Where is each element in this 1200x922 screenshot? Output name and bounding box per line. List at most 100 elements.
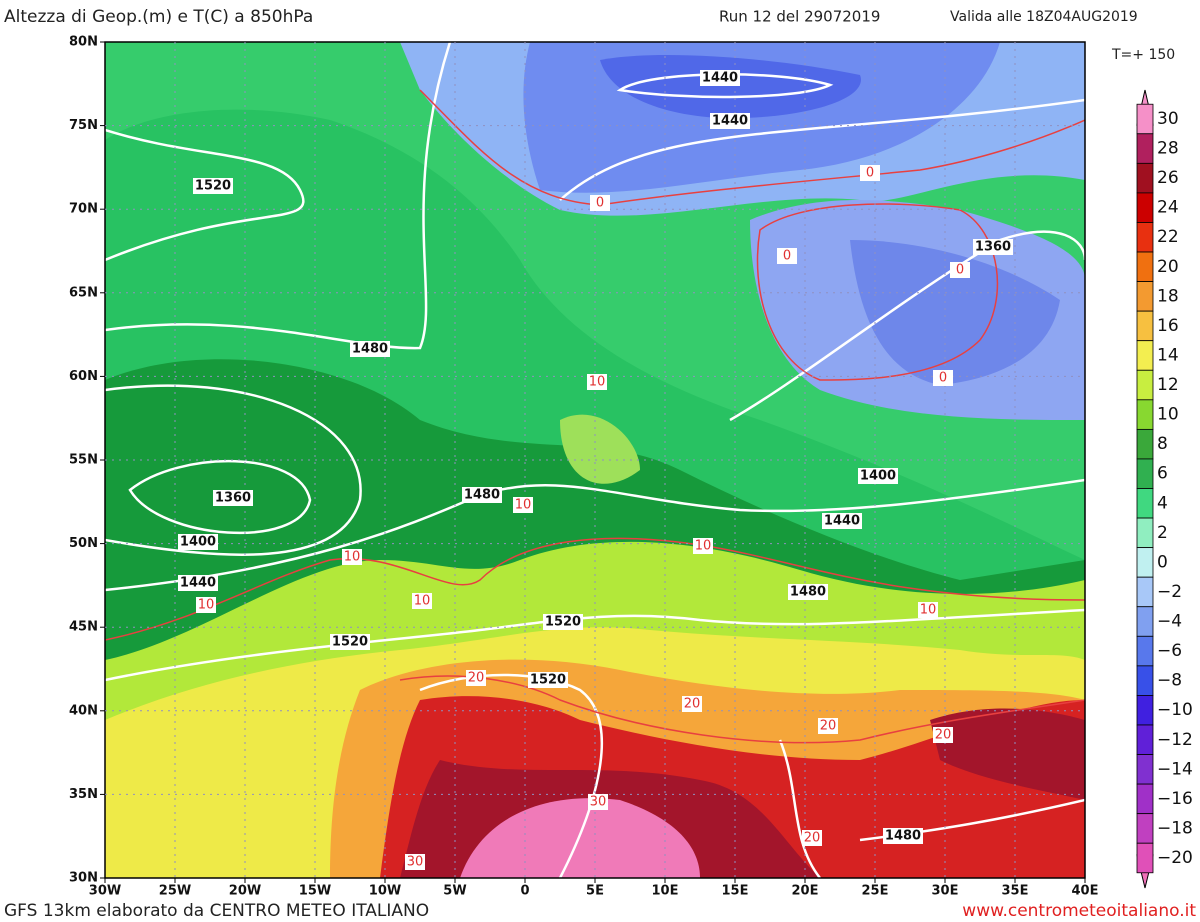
colorbar-label: −16 — [1157, 789, 1193, 809]
colorbar-label: 24 — [1157, 198, 1179, 218]
colorbar-label: −12 — [1157, 730, 1193, 750]
title: Altezza di Geop.(m) e T(C) a 850hPa — [4, 7, 313, 27]
colorbar-label: 8 — [1157, 434, 1168, 454]
colorbar-box — [1136, 162, 1154, 194]
temperature-label: 20 — [468, 671, 485, 686]
lat-label: 75N — [69, 118, 98, 133]
temperature-label-bg — [933, 370, 953, 386]
temperature-label-bg — [412, 593, 432, 609]
temperature-label: 20 — [935, 728, 952, 743]
temperature-label-bg — [587, 374, 607, 390]
colorbar-label: 12 — [1157, 375, 1179, 395]
colorbar-box — [1136, 399, 1154, 430]
temperature-label: 20 — [820, 719, 837, 734]
lon-label: 15W — [299, 884, 331, 899]
temperature-label-bg — [588, 794, 608, 810]
colorbar-label: 6 — [1157, 464, 1168, 484]
height-label: 1440 — [180, 576, 216, 591]
colorbar: 302826242220181614121086420−2−4−6−8−10−1… — [1136, 103, 1193, 874]
height-label: 1520 — [545, 615, 581, 630]
colorbar-label: 14 — [1157, 345, 1179, 365]
lon-label: 5W — [443, 884, 466, 899]
height-label-bg — [213, 490, 253, 506]
temperature-label: 20 — [684, 697, 701, 712]
step: T=+ 150 — [1111, 47, 1175, 63]
footer-right: www.centrometeoitaliano.it — [962, 901, 1196, 921]
height-label-bg — [973, 239, 1013, 255]
height-label-bg — [788, 584, 828, 600]
temperature-label-bg — [196, 597, 216, 613]
temperature-label: 10 — [515, 498, 532, 513]
height-label: 1440 — [824, 514, 860, 529]
temperature-label-bg — [342, 549, 362, 565]
temperature-label: 0 — [956, 263, 964, 278]
lat-label: 40N — [69, 703, 98, 718]
temperature-label-bg — [682, 696, 702, 712]
temperature-contours — [105, 89, 1085, 744]
colorbar-box — [1136, 488, 1154, 519]
colorbar-label: 26 — [1157, 168, 1179, 188]
height-label: 1480 — [885, 829, 921, 844]
lat-label: 55N — [69, 453, 98, 468]
height-label: 1520 — [332, 635, 368, 650]
run: Run 12 del 29072019 — [719, 8, 880, 26]
temperature-label-bg — [693, 538, 713, 554]
temperature-label-bg — [405, 854, 425, 870]
colorbar-box — [1136, 606, 1154, 637]
height-label-bg — [528, 672, 568, 688]
colorbar-box — [1136, 458, 1154, 489]
height-label-bg — [193, 178, 233, 194]
height-label: 1520 — [195, 179, 231, 194]
colorbar-box — [1136, 547, 1154, 578]
colorbar-box — [1136, 103, 1154, 135]
colorbar-box — [1136, 813, 1154, 844]
temperature-label: 0 — [939, 371, 947, 386]
colorbar-box — [1136, 517, 1154, 549]
height-label-bg — [178, 575, 218, 591]
height-label-bg — [350, 341, 390, 357]
lon-label: 30E — [932, 884, 959, 899]
lon-label: 30W — [89, 884, 121, 899]
height-label: 1480 — [464, 488, 500, 503]
lat-label: 30N — [69, 871, 98, 886]
temperature-label: 10 — [920, 603, 937, 618]
lon-label: 10W — [369, 884, 401, 899]
temperature-label-bg — [802, 830, 822, 846]
lat-label: 45N — [69, 620, 98, 635]
colorbar-box — [1136, 635, 1154, 667]
height-label: 1360 — [215, 491, 251, 506]
colorbar-box — [1136, 695, 1154, 726]
temperature-label: 20 — [804, 831, 821, 846]
height-label: 1440 — [702, 71, 738, 86]
colorbar-box — [1136, 783, 1154, 815]
height-label-bg — [858, 468, 898, 484]
valid: Valida alle 18Z04AUG2019 — [950, 9, 1138, 25]
height-label: 1440 — [712, 114, 748, 129]
lon-label: 15E — [722, 884, 749, 899]
temperature-label-bg — [918, 602, 938, 618]
colorbar-label: 4 — [1157, 493, 1168, 513]
colorbar-box — [1136, 724, 1154, 755]
temperature-label: 0 — [783, 249, 791, 264]
colorbar-label: −6 — [1157, 641, 1182, 661]
colorbar-box — [1136, 133, 1154, 164]
lon-label: 5E — [586, 884, 604, 899]
height-label: 1520 — [530, 673, 566, 688]
lat-label: 50N — [69, 536, 98, 551]
colorbar-label: 18 — [1157, 286, 1179, 306]
temperature-label-bg — [950, 262, 970, 278]
temperature-label-bg — [466, 670, 486, 686]
colorbar-label: 22 — [1157, 227, 1179, 247]
lat-label: 80N — [69, 35, 98, 50]
lon-label: 25E — [862, 884, 889, 899]
temperature-label: 0 — [866, 166, 874, 181]
lat-label: 35N — [69, 787, 98, 802]
colorbar-label: 20 — [1157, 257, 1179, 277]
temperature-label-bg — [513, 497, 533, 513]
temperature-label: 30 — [590, 795, 607, 810]
colorbar-label: 16 — [1157, 316, 1179, 336]
lon-label: 40E — [1072, 884, 1099, 899]
temperature-label-bg — [933, 727, 953, 743]
lat-label: 65N — [69, 285, 98, 300]
